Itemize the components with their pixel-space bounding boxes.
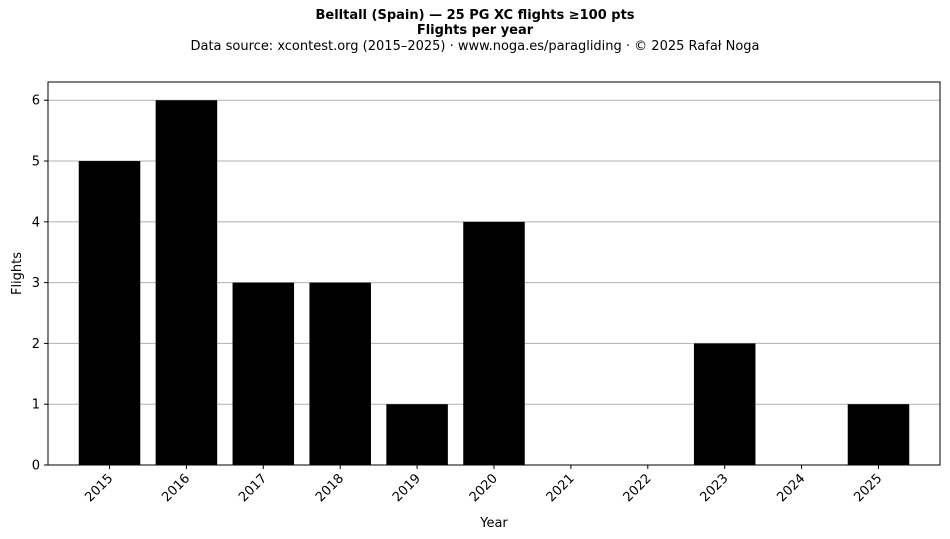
title-block: Belltall (Spain) — 25 PG XC flights ≥100… — [0, 8, 950, 54]
bar-2025 — [847, 404, 910, 465]
bar-2020 — [463, 221, 525, 465]
x-tick-label-2016: 2016 — [159, 471, 193, 505]
bar-2019 — [386, 404, 448, 465]
bar-2018 — [309, 282, 371, 465]
x-tick-label-2025: 2025 — [851, 471, 885, 505]
y-axis-ticks: 0 1 2 3 4 5 6 — [32, 94, 48, 474]
y-tick-label: 6 — [32, 94, 40, 109]
chart-title: Belltall (Spain) — 25 PG XC flights ≥100… — [315, 8, 635, 23]
x-tick-label-2019: 2019 — [390, 471, 424, 505]
bar-2017 — [232, 282, 295, 465]
x-tick-label-2017: 2017 — [236, 471, 270, 505]
bar-2016 — [155, 100, 218, 465]
data-source-note: Data source: xcontest.org (2015–2025) · … — [190, 39, 760, 54]
y-tick-label: 3 — [32, 276, 40, 291]
y-tick-label: 0 — [32, 459, 40, 474]
x-tick-label-2023: 2023 — [698, 471, 732, 505]
bars — [78, 100, 910, 466]
y-tick-label: 4 — [32, 215, 40, 230]
y-tick-label: 5 — [32, 155, 40, 170]
x-tick-label-2020: 2020 — [467, 471, 501, 505]
x-axis-label: Year — [479, 516, 508, 531]
x-tick-label-2018: 2018 — [313, 471, 347, 505]
y-tick-label: 1 — [32, 398, 40, 413]
y-axis-label: Flights — [10, 252, 25, 295]
bar-2023 — [693, 343, 756, 465]
x-tick-label-2022: 2022 — [621, 471, 655, 505]
chart-subtitle: Flights per year — [416, 23, 534, 38]
x-tick-label-2021: 2021 — [544, 471, 578, 505]
bar-2015 — [78, 161, 141, 466]
x-axis-ticks: 2015 2016 2017 2018 2019 2020 2021 2022 2023 2024… — [82, 465, 885, 505]
y-tick-label: 2 — [32, 337, 40, 352]
x-tick-label-2024: 2024 — [774, 471, 808, 505]
x-tick-label-2015: 2015 — [82, 471, 116, 505]
